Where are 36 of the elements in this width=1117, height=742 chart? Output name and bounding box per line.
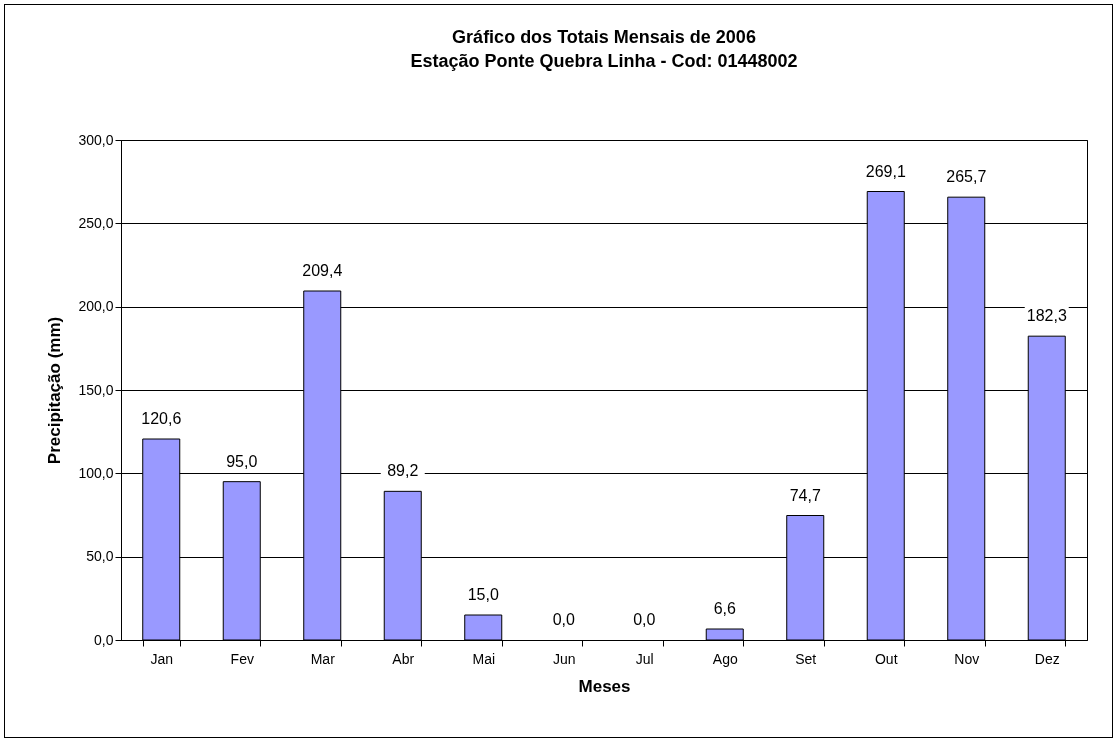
x-tick-label: Jun [552,650,576,667]
data-label: 6,6 [713,600,736,617]
data-label: 0,0 [633,611,656,628]
chart-subtitle: Estação Ponte Quebra Linha - Cod: 01448002 [410,51,798,71]
y-tick-label: 200,0 [78,298,114,315]
data-label: 182,3 [1026,307,1067,325]
x-tick-label: Jul [635,650,654,667]
x-tick-label: Out [874,650,898,667]
x-tick-label: Mai [472,650,496,667]
data-label: 95,0 [226,452,258,470]
data-label: 89,2 [387,462,419,480]
x-tick-label: Mar [310,650,336,667]
x-tick-label: Dez [1034,650,1060,667]
x-axis-title: Meses [578,676,631,696]
x-tick-label: Ago [712,650,738,667]
y-tick-label: 150,0 [78,381,114,398]
data-label: 74,7 [789,486,821,504]
y-axis-title: Precipitação (mm) [45,316,65,465]
x-tick-label: Fev [230,650,254,667]
data-label: 120,6 [141,410,182,427]
data-label: 15,0 [467,586,499,603]
y-tick-label: 300,0 [78,131,114,148]
x-tick-label: Jan [150,650,174,667]
x-tick-label: Set [795,650,817,667]
y-tick-label: 250,0 [78,214,114,231]
y-tick-label: 50,0 [86,548,114,565]
x-tick-label: Abr [392,650,415,667]
y-tick-label: 100,0 [78,464,114,481]
data-label: 209,4 [302,262,343,279]
data-label: 0,0 [552,611,575,628]
data-label: 265,7 [946,168,987,186]
chart-title: Gráfico dos Totais Mensais de 2006 [452,27,756,47]
data-label: 269,1 [865,162,906,180]
x-tick-label: Nov [954,650,980,667]
y-tick-label: 0,0 [94,631,114,648]
bar [464,614,503,641]
